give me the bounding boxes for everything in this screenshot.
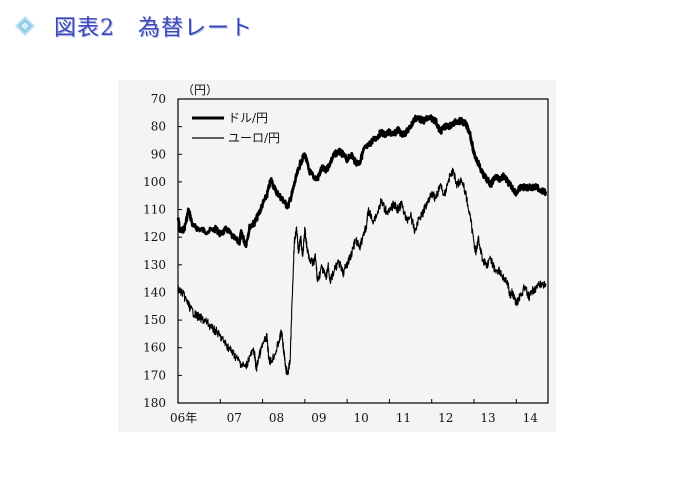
series-line-2	[177, 167, 547, 376]
y-tick-label: 90	[151, 147, 166, 161]
y-tick-label: 100	[143, 175, 166, 189]
slide-header: 図表2 為替レート	[14, 10, 253, 42]
x-tick-label: 14	[523, 411, 539, 425]
x-tick-label: 10	[354, 411, 369, 425]
legend-label: ユーロ/円	[228, 131, 280, 145]
y-tick-label: 180	[143, 396, 166, 410]
legend-label: ドル/円	[228, 111, 268, 125]
y-tick-label: 140	[143, 285, 166, 299]
x-tick-label: 06年	[170, 411, 197, 425]
x-tick-label: 08	[269, 411, 284, 425]
y-tick-label: 110	[143, 203, 166, 217]
x-tick-label: 12	[438, 411, 453, 425]
x-tick-label: 09	[311, 411, 326, 425]
y-tick-label: 70	[151, 92, 166, 106]
series-line-1	[176, 114, 548, 249]
y-tick-label: 80	[151, 120, 166, 134]
y-unit-label: （円）	[182, 83, 218, 97]
y-tick-label: 160	[143, 341, 166, 355]
diamond-bullet-icon	[14, 15, 36, 37]
y-tick-label: 170	[143, 368, 166, 382]
x-tick-label: 11	[396, 411, 411, 425]
exchange-rate-chart-panel: （円） 70 80 90 100 110 120 130 140 150 160 170 180 06年 0…	[118, 80, 556, 432]
plot-frame	[177, 98, 549, 404]
x-tick-label: 07	[227, 411, 242, 425]
exchange-rate-chart: （円） 70 80 90 100 110 120 130 140 150 160 170 180 06年 0…	[143, 83, 549, 425]
y-tick-label: 120	[143, 230, 166, 244]
y-tick-label: 130	[143, 258, 166, 272]
y-tick-label: 150	[143, 313, 166, 327]
page-title: 図表2 為替レート	[54, 16, 253, 41]
x-tick-label: 13	[480, 411, 495, 425]
